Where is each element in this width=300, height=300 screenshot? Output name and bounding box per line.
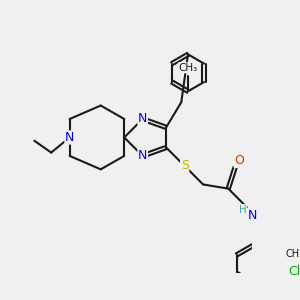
Text: N: N xyxy=(138,149,147,162)
Text: N: N xyxy=(248,209,257,222)
Text: O: O xyxy=(234,154,244,167)
Text: S: S xyxy=(181,160,189,172)
Text: Cl: Cl xyxy=(288,265,300,278)
Text: H: H xyxy=(239,205,246,214)
Text: CH₃: CH₃ xyxy=(178,63,198,73)
Text: N: N xyxy=(138,112,147,125)
Text: CH₃: CH₃ xyxy=(285,249,300,259)
Text: N: N xyxy=(65,131,74,144)
